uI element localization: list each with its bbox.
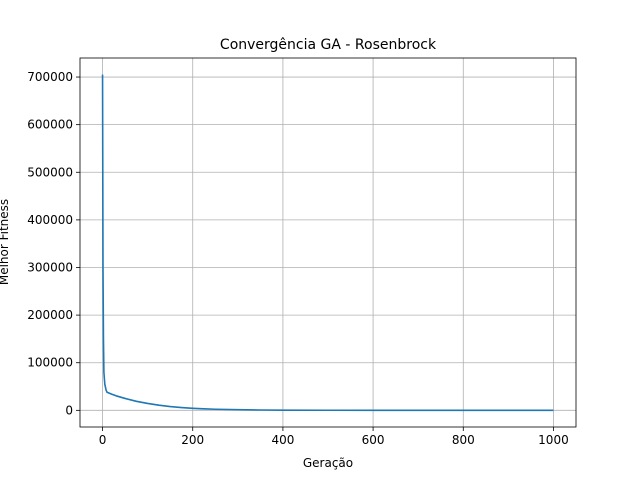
series-line [101, 74, 554, 412]
plot-frame [79, 57, 577, 428]
x-tick-label: 600 [362, 433, 385, 447]
y-tick-label: 400000 [27, 213, 73, 227]
y-tick-label: 200000 [27, 308, 73, 322]
x-tick-label: 400 [271, 433, 294, 447]
x-tick-label: 800 [452, 433, 475, 447]
y-tick-label: 100000 [27, 356, 73, 370]
y-tick-label: 300000 [27, 260, 73, 274]
x-tick-label: 0 [99, 433, 107, 447]
x-axis-label: Geração [303, 456, 353, 470]
y-tick-label: 0 [65, 403, 73, 417]
x-tick-label: 200 [181, 433, 204, 447]
chart-title: Convergência GA - Rosenbrock [220, 37, 437, 53]
x-tick-label: 1000 [538, 433, 569, 447]
y-tick-label: 500000 [27, 165, 73, 179]
y-tick-label: 600000 [27, 118, 73, 132]
y-tick-label: 700000 [27, 70, 73, 84]
y-axis-label: Melhor Fitness [0, 199, 11, 285]
